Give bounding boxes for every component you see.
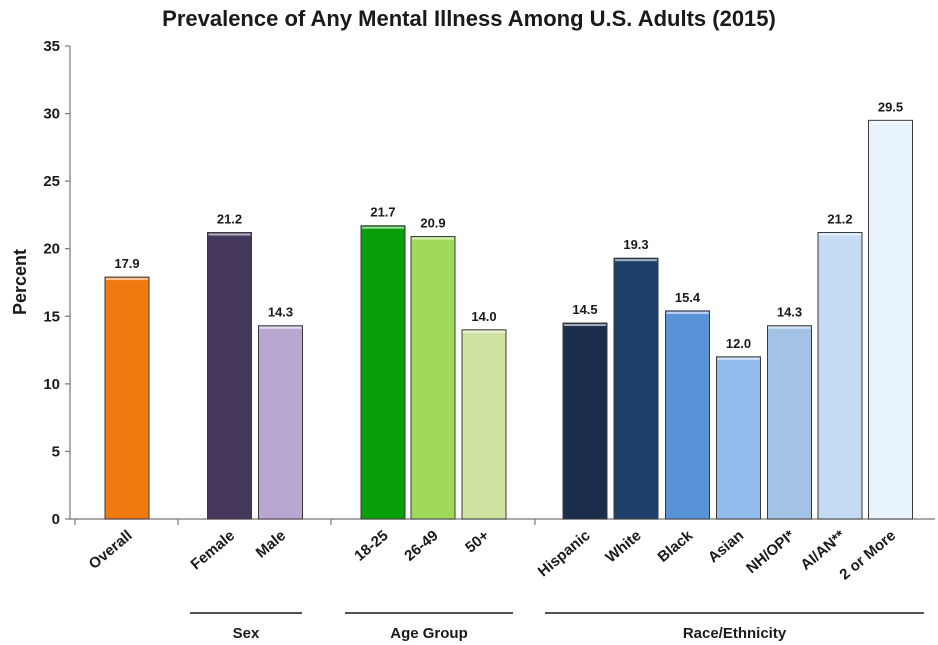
group-label: Race/Ethnicity [683, 625, 787, 642]
x-tick-label: Male [253, 527, 289, 561]
chart-title: Prevalence of Any Mental Illness Among U… [162, 6, 776, 31]
bar-highlight [412, 237, 454, 240]
bar-2-or-more [868, 119, 913, 520]
bar-highlight [666, 311, 709, 314]
y-tick-label: 30 [43, 106, 60, 123]
x-tick-label: 18-25 [351, 527, 391, 565]
bar-26-49 [410, 236, 456, 520]
group-label: Sex [233, 625, 260, 642]
bar-highlight [819, 233, 861, 236]
data-label: 19.3 [623, 237, 648, 252]
bar-highlight [362, 226, 404, 229]
bar-highlight [869, 121, 912, 124]
x-tick-label: 26-49 [401, 527, 441, 565]
x-tick-label: Overall [86, 527, 136, 573]
bar-highlight [564, 324, 606, 327]
bar-hispanic [562, 322, 608, 520]
group-label: Age Group [390, 625, 468, 642]
bar-50 [461, 329, 507, 520]
bar-white [613, 257, 659, 520]
data-label: 14.3 [268, 305, 293, 320]
bar-highlight [259, 326, 302, 329]
data-label: 20.9 [420, 216, 445, 231]
x-tick-label: Black [654, 527, 696, 566]
bar-asian [716, 356, 761, 520]
data-label: 12.0 [726, 336, 751, 351]
bar-highlight [768, 326, 811, 329]
x-tick-label: White [602, 527, 644, 566]
y-axis-label: Percent [10, 249, 30, 315]
bar-overall [104, 276, 150, 520]
bar-18-25 [360, 225, 406, 520]
y-tick-label: 20 [43, 241, 60, 258]
y-tick-label: 5 [52, 443, 60, 460]
bar-highlight [717, 357, 760, 360]
data-label: 15.4 [675, 290, 701, 305]
x-tick-label: Asian [705, 527, 747, 566]
bar-male [258, 325, 303, 520]
data-label: 14.3 [777, 305, 802, 320]
bar-highlight [106, 278, 148, 281]
data-label: 14.5 [572, 302, 597, 317]
bar-black [665, 310, 710, 520]
y-tick-label: 15 [43, 308, 60, 325]
x-tick-label: 2 or More [836, 527, 899, 583]
x-tick-label: Female [188, 527, 239, 573]
y-tick-label: 35 [43, 38, 60, 55]
x-tick-label: NH/OPI* [743, 527, 798, 577]
bar-highlight [208, 233, 251, 236]
x-tick-label: 50+ [462, 527, 493, 557]
data-label: 14.0 [471, 309, 496, 324]
data-label: 21.2 [217, 211, 242, 226]
y-tick-label: 25 [43, 173, 60, 190]
x-tick-label: Hispanic [535, 527, 594, 580]
bar-ai-an [817, 231, 863, 520]
y-tick-label: 0 [52, 511, 60, 528]
bar-highlight [615, 259, 657, 262]
bar-nh-opi [767, 325, 812, 520]
data-label: 21.2 [827, 211, 852, 226]
bar-female [207, 231, 252, 520]
data-label: 29.5 [878, 99, 903, 114]
data-label: 17.9 [114, 256, 139, 271]
y-tick-label: 10 [43, 376, 60, 393]
bar-highlight [463, 330, 505, 333]
data-label: 21.7 [370, 205, 395, 220]
